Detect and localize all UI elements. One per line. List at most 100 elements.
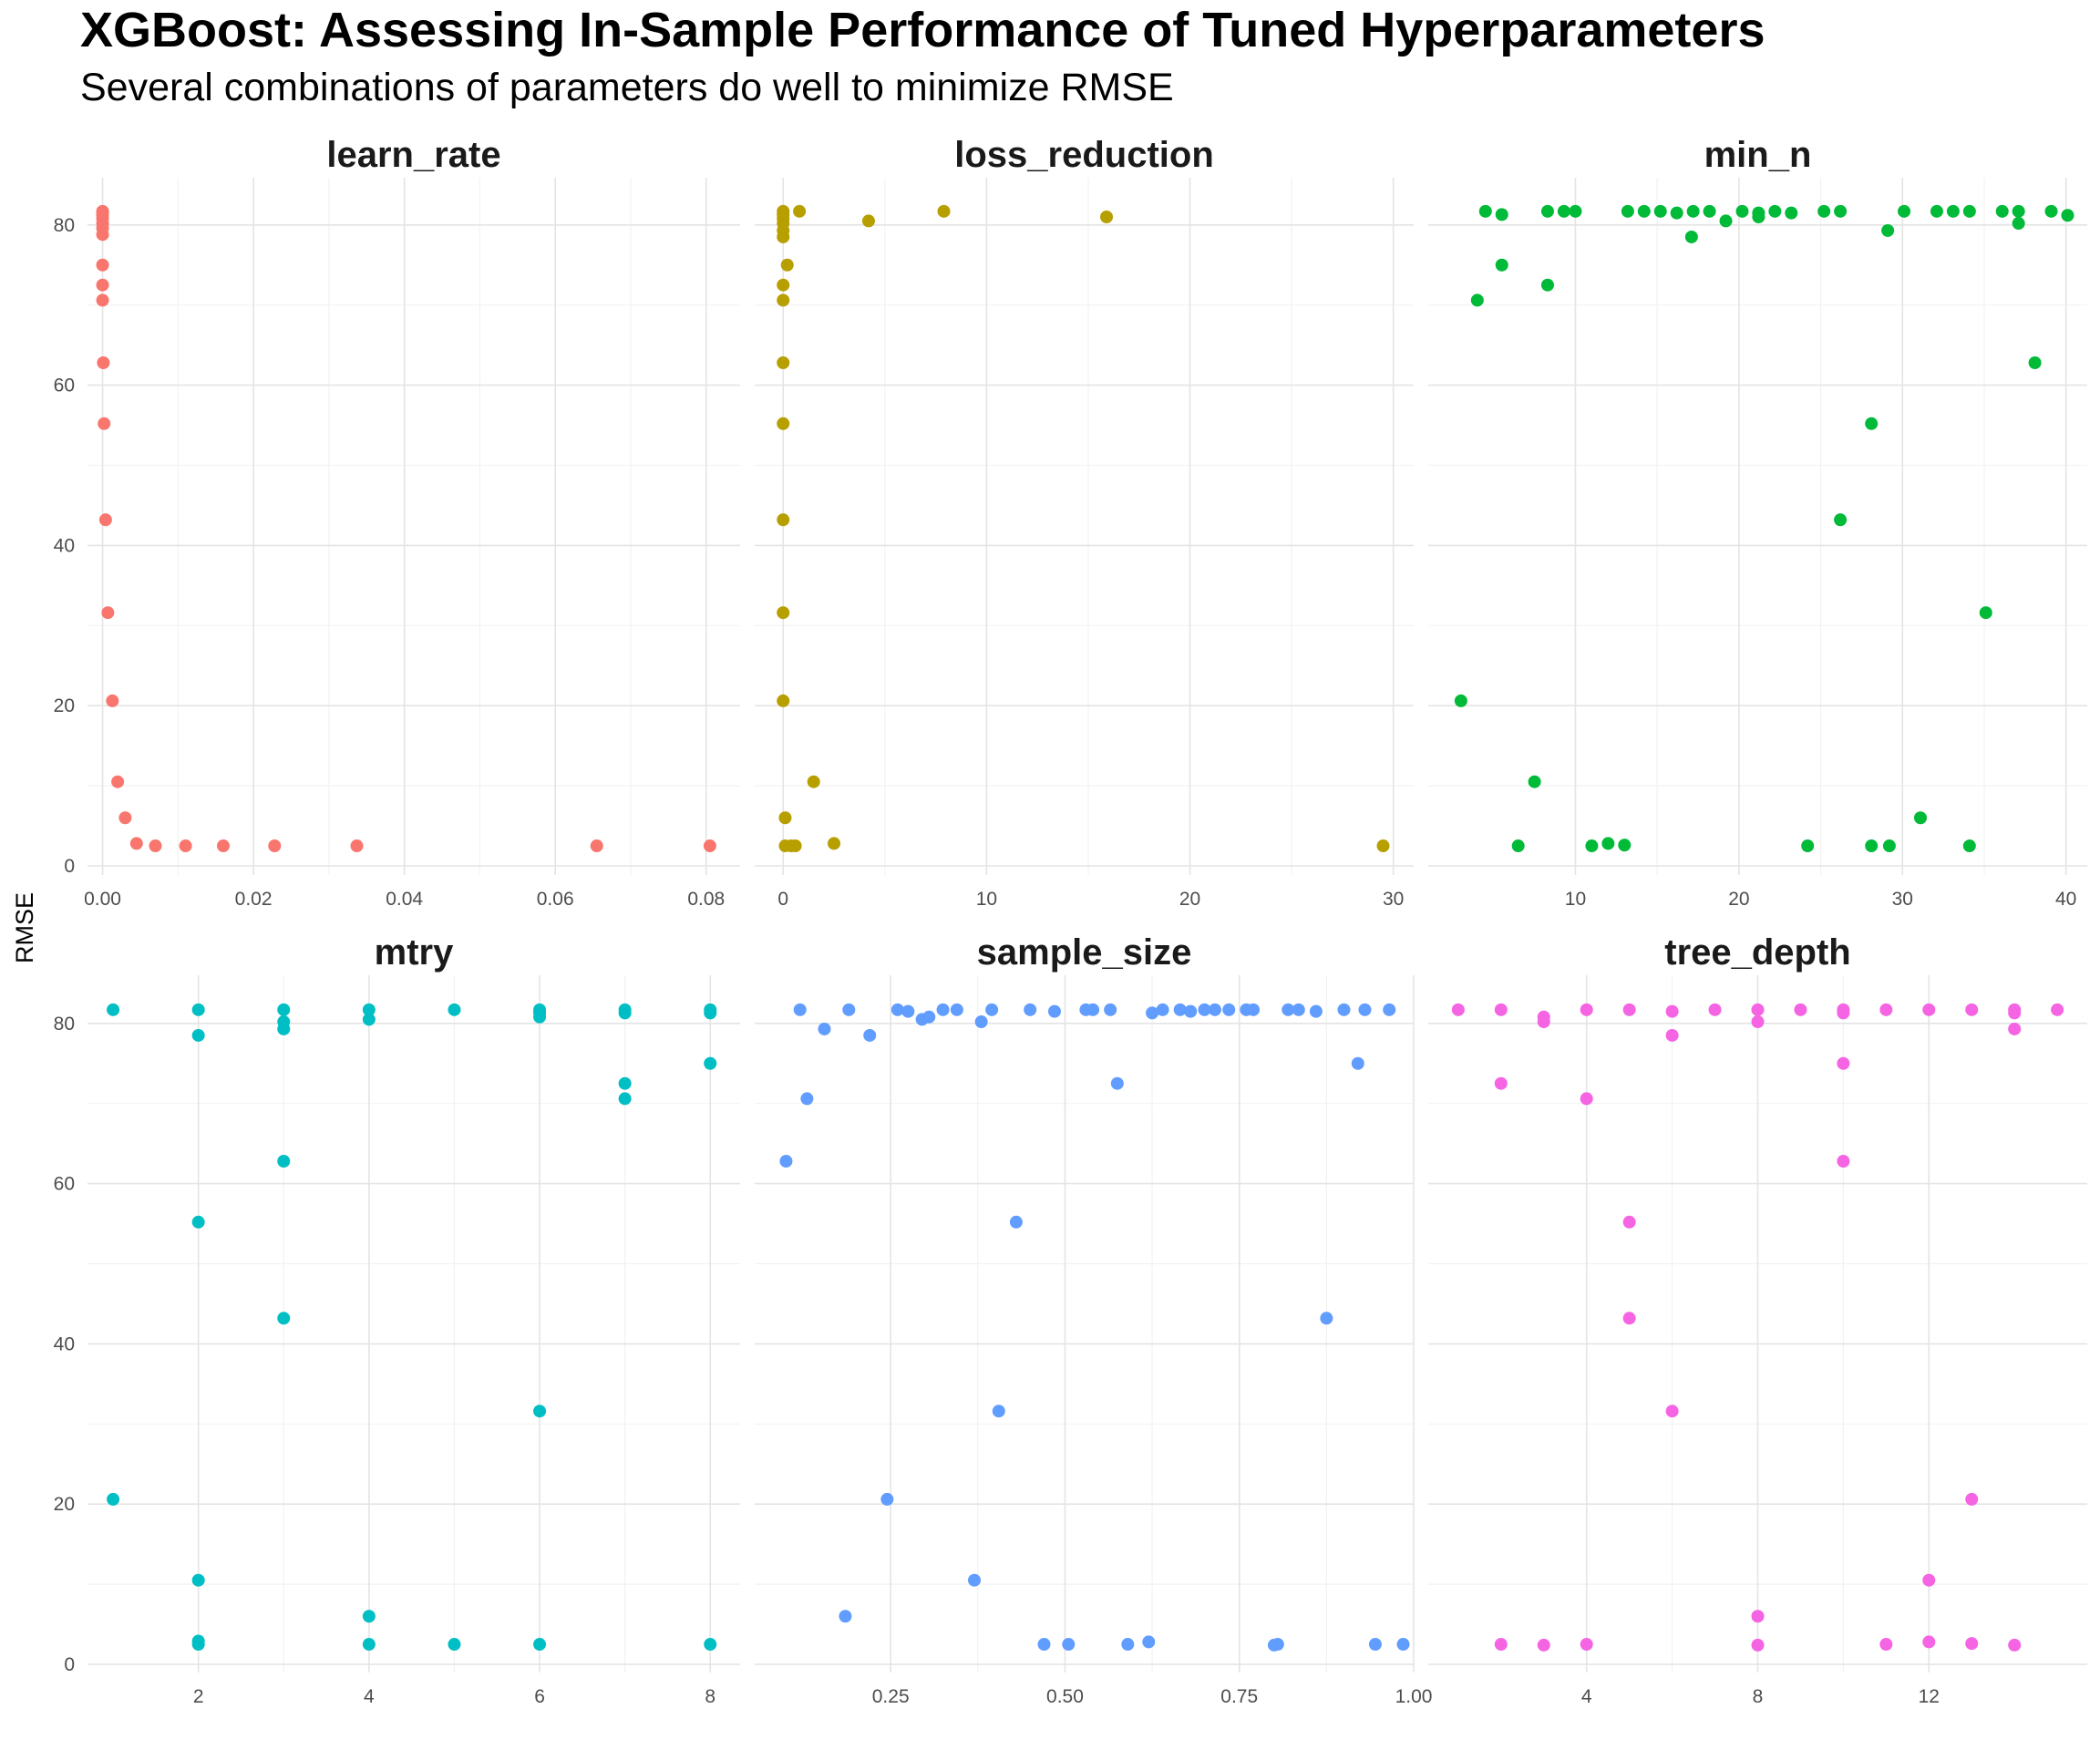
data-point <box>1922 1003 1936 1016</box>
data-point <box>277 1154 291 1168</box>
data-point <box>1320 1312 1333 1325</box>
data-point <box>828 837 841 850</box>
data-point <box>1580 1092 1593 1106</box>
data-point <box>703 839 716 853</box>
data-point <box>1173 1003 1187 1016</box>
facet-min-n: 10 20 30 40 min_n <box>1428 135 2087 910</box>
data-point <box>1494 1076 1508 1090</box>
data-point <box>216 839 230 853</box>
data-point <box>1898 204 1911 218</box>
data-point <box>1914 811 1928 825</box>
x-tick-label: 6 <box>534 1686 545 1707</box>
data-point <box>1494 1638 1508 1652</box>
data-point <box>1708 1003 1722 1016</box>
data-point <box>1208 1003 1221 1016</box>
data-point <box>1837 1006 1850 1020</box>
data-point <box>793 1003 807 1016</box>
data-point <box>1104 1003 1117 1016</box>
data-point <box>950 1003 963 1016</box>
x-tick-label: 20 <box>1179 889 1200 910</box>
data-point <box>618 1092 632 1106</box>
data-point <box>98 417 111 430</box>
data-point <box>861 214 875 228</box>
data-point <box>1454 694 1467 707</box>
y-tick-label: 0 <box>64 1654 75 1675</box>
data-point <box>992 1405 1005 1418</box>
facet-label: loss_reduction <box>954 135 1214 175</box>
x-tick-label: 4 <box>1581 1686 1592 1707</box>
data-point <box>780 258 794 272</box>
data-point <box>1965 1003 1979 1016</box>
y-tick-label: 80 <box>54 1014 75 1035</box>
data-point <box>1834 513 1848 527</box>
data-point <box>1368 1638 1382 1652</box>
data-point <box>1024 1003 1037 1016</box>
data-point <box>1768 204 1782 218</box>
data-point <box>448 1638 461 1652</box>
data-point <box>1110 1076 1124 1090</box>
x-tick-label: 8 <box>705 1686 715 1707</box>
data-point <box>704 1056 717 1070</box>
y-tick-label: 20 <box>54 695 75 716</box>
data-point <box>1865 839 1879 853</box>
data-point <box>1751 1015 1765 1029</box>
data-point <box>2028 355 2042 369</box>
data-point <box>1540 278 1554 292</box>
data-point <box>1622 1003 1636 1016</box>
data-point <box>922 1010 936 1024</box>
data-point <box>118 811 132 825</box>
data-point <box>1142 1635 1156 1649</box>
x-tick-label: 20 <box>1728 889 1749 910</box>
data-point <box>1719 214 1733 228</box>
data-point <box>1735 204 1749 218</box>
data-point <box>1751 1610 1765 1623</box>
data-point <box>1271 1638 1284 1652</box>
data-point <box>1837 1154 1850 1168</box>
data-point <box>777 513 790 527</box>
data-point <box>1965 1492 1979 1506</box>
data-point <box>2051 1003 2064 1016</box>
y-axis-label: RMSE <box>11 892 38 963</box>
x-tick-label: 0.50 <box>1046 1686 1084 1707</box>
data-point <box>704 1006 717 1020</box>
data-point <box>1621 204 1634 218</box>
data-point <box>1478 204 1492 218</box>
data-point <box>807 775 820 788</box>
data-point <box>179 839 192 853</box>
x-tick-label: 8 <box>1753 1686 1764 1707</box>
data-point <box>788 839 802 853</box>
data-point <box>1601 837 1615 850</box>
data-point <box>779 1154 793 1168</box>
data-point <box>1309 1004 1323 1018</box>
data-point <box>1383 1003 1396 1016</box>
data-point <box>974 1015 988 1029</box>
x-tick-label: 12 <box>1919 1686 1940 1707</box>
data-point <box>1922 1573 1936 1587</box>
data-point <box>1995 204 2009 218</box>
data-point <box>839 1610 852 1623</box>
chart-subtitle: Several combinations of parameters do we… <box>80 66 1174 109</box>
data-point <box>107 1492 120 1506</box>
data-point <box>1156 1003 1169 1016</box>
data-point <box>107 1003 120 1016</box>
facet-label: learn_rate <box>326 135 500 175</box>
data-point <box>968 1573 981 1587</box>
data-point <box>1686 204 1700 218</box>
x-tick-label: 40 <box>2055 889 2076 910</box>
data-point <box>1470 293 1484 307</box>
data-point <box>277 1312 291 1325</box>
x-tick-label: 0.02 <box>235 889 273 910</box>
data-point <box>1946 204 1960 218</box>
data-point <box>777 417 790 430</box>
data-point <box>268 839 282 853</box>
data-point <box>96 228 109 242</box>
data-point <box>800 1092 814 1106</box>
data-point <box>2012 204 2025 218</box>
data-point <box>2008 1022 2022 1035</box>
y-tick-label: 80 <box>54 215 75 236</box>
data-point <box>704 1638 717 1652</box>
data-point <box>1665 1028 1679 1042</box>
data-point <box>1396 1638 1410 1652</box>
data-point <box>1837 1056 1850 1070</box>
